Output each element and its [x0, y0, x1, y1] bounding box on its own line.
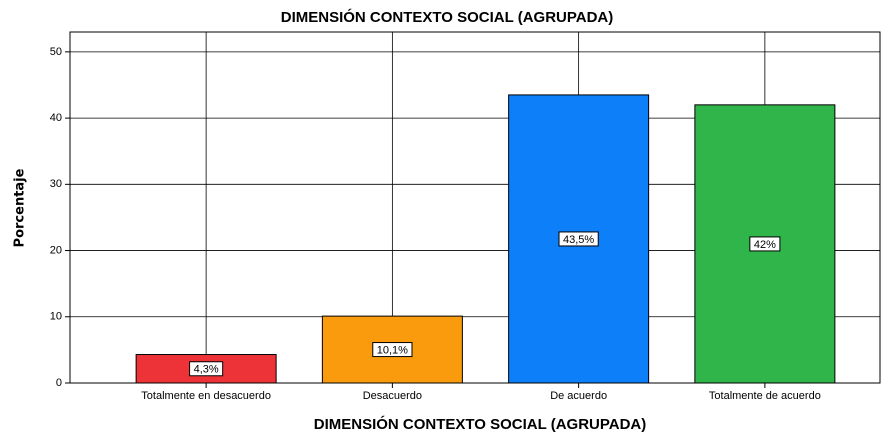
y-tick-label: 40: [50, 112, 62, 124]
value-label: 10,1%: [377, 344, 408, 356]
value-label-box: [372, 342, 413, 358]
value-label-box: [189, 361, 224, 377]
value-label: 4,3%: [194, 364, 219, 376]
y-tick-label: 30: [50, 178, 62, 190]
x-tick-label: Totalmente en desacuerdo: [141, 390, 271, 402]
x-tick-label: Desacuerdo: [363, 390, 422, 402]
y-axis-label: Porcentaje: [13, 168, 28, 247]
value-label: 42%: [754, 239, 776, 251]
x-tick-label: Totalmente de acuerdo: [709, 390, 821, 402]
y-tick-label: 20: [50, 244, 62, 256]
y-tick-label: 50: [50, 46, 62, 58]
value-label-box: [558, 231, 599, 247]
chart-title: DIMENSIÓN CONTEXTO SOCIAL (AGRUPADA): [281, 8, 614, 26]
y-tick-label: 10: [50, 311, 62, 323]
y-tick-label: 0: [56, 377, 62, 389]
value-label-box: [749, 236, 781, 252]
x-axis-label: DIMENSIÓN CONTEXTO SOCIAL (AGRUPADA): [314, 415, 647, 433]
value-label: 43,5%: [563, 234, 594, 246]
x-tick-label: De acuerdo: [550, 390, 607, 402]
